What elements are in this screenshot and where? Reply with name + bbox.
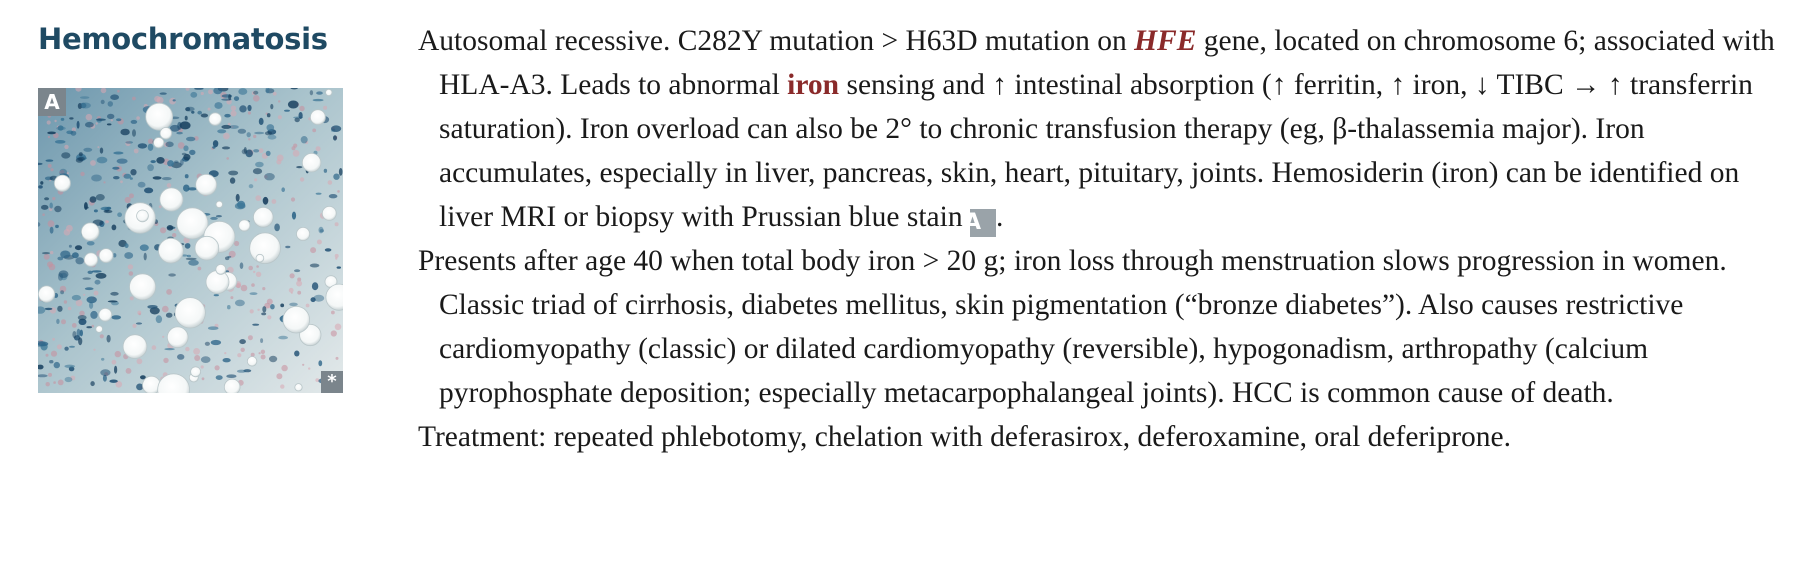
histology-figure: A * (38, 88, 343, 393)
text-run: Autosomal recessive. C282Y mutation > H6… (418, 25, 1135, 57)
text-run: gene, located on chromosome 6; associate… (439, 25, 1775, 101)
paragraph-treatment: Treatment: repeated phlebotomy, chelatio… (418, 421, 1511, 453)
figure-corner-mark: * (321, 371, 343, 393)
figure-label-a: A (38, 88, 66, 116)
section-title: Hemochromatosis (38, 22, 328, 56)
figure-reference-a[interactable]: A (964, 209, 996, 237)
sidebar: Hemochromatosis (38, 22, 358, 56)
paragraph-presentation: Presents after age 40 when total body ir… (418, 245, 1727, 409)
paragraph-genetics: Autosomal recessive. C282Y mutation > H6… (418, 19, 1793, 239)
gene-name: HFE (1134, 25, 1197, 57)
text-run: . (995, 201, 1004, 233)
main-text: Autosomal recessive. C282Y mutation > H6… (418, 19, 1793, 459)
prussian-blue-stain-image (38, 88, 343, 393)
text-run: sensing and ↑ intestinal absorption (↑ f… (439, 69, 1753, 233)
highlight-iron: iron (787, 69, 840, 101)
